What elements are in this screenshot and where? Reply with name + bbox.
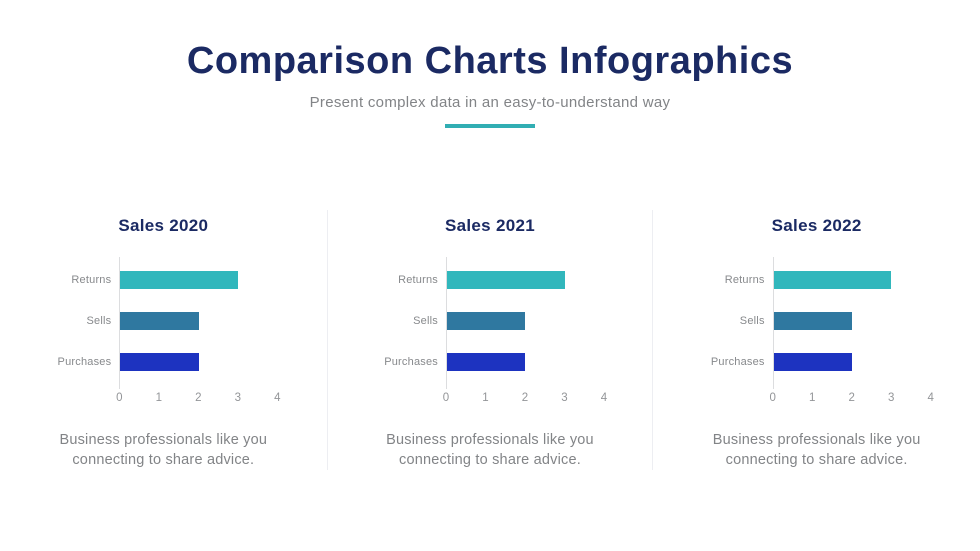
x-axis: 0 1 2 3 4 [328,389,653,407]
x-tick-label: 0 [769,391,776,404]
bar-returns [446,270,565,289]
x-tick-label: 3 [234,391,242,404]
category-labels: Returns Sells Purchases [703,257,773,389]
category-label-purchases: Purchases [710,355,765,368]
category-label-purchases: Purchases [57,355,112,368]
x-axis-ticks: 0 1 2 3 4 [769,391,934,407]
axis-spacer [49,389,119,407]
chart-panel-sales-2022: Sales 2022 Returns Sells Purchases 0 1 2 3 4 B… [653,210,980,471]
chart-title: Sales 2020 [118,215,209,235]
x-tick-label: 1 [155,391,163,404]
x-axis: 0 1 2 3 4 [653,389,980,407]
bar-chart: Returns Sells Purchases [653,256,980,389]
category-label-sells: Sells [413,314,438,327]
x-tick-label: 2 [521,391,529,404]
bar-row [120,311,277,330]
x-tick-label: 0 [442,391,450,404]
x-tick-label: 3 [561,391,568,404]
category-label-purchases: Purchases [384,355,438,368]
chart-caption: Business professionals like you connecti… [712,431,921,468]
bar-sells [446,311,526,330]
category-label-returns: Returns [71,273,112,286]
bar-row [446,270,604,289]
page-subtitle: Present complex data in an easy-to-under… [309,93,671,111]
bar-sells [773,311,853,330]
bars [772,256,931,389]
axis-spacer [376,389,446,407]
bar-purchases [773,352,853,371]
header: Comparison Charts Infographics Present c… [0,0,980,128]
chart-panel-sales-2021: Sales 2021 Returns Sells Purchases 0 1 2 3 4 B… [326,209,654,471]
x-axis: 0 1 2 3 4 [0,389,327,407]
x-tick-label: 2 [195,391,202,404]
chart-caption: Business professionals like you connecti… [59,431,268,468]
bar-row [773,311,931,330]
bar-returns [120,270,239,289]
x-tick-label: 0 [116,391,123,404]
bar-returns [773,270,892,289]
category-label-returns: Returns [398,273,438,286]
bars [445,256,604,389]
chart-caption: Business professionals like you connecti… [386,431,594,468]
category-label-sells: Sells [86,314,112,327]
x-axis-ticks: 0 1 2 3 4 [442,391,608,407]
bar-purchases [120,352,199,371]
x-tick-label: 4 [600,391,608,404]
bars [119,256,277,389]
x-tick-label: 1 [482,391,489,404]
bar-chart: Returns Sells Purchases [328,256,653,389]
category-label-returns: Returns [724,273,765,286]
page-title: Comparison Charts Infographics [186,40,794,82]
bar-row [120,352,277,371]
bar-purchases [446,352,526,371]
x-tick-label: 2 [848,391,855,404]
category-labels: Returns Sells Purchases [49,257,119,389]
bar-row [446,311,604,330]
x-tick-label: 3 [887,391,895,404]
accent-underline [445,123,535,128]
x-tick-label: 1 [808,391,816,404]
x-axis-ticks: 0 1 2 3 4 [116,391,281,407]
bar-row [446,352,604,371]
chart-title: Sales 2022 [771,215,862,235]
category-label-sells: Sells [739,314,765,327]
bar-sells [120,311,199,330]
chart-panel-sales-2020: Sales 2020 Returns Sells Purchases 0 1 2 3 4 B… [0,210,327,471]
chart-title: Sales 2021 [445,215,535,235]
bar-row [773,270,931,289]
x-tick-label: 4 [274,391,281,404]
x-tick-label: 4 [927,391,934,404]
bar-row [120,270,277,289]
axis-spacer [703,389,773,407]
bar-chart: Returns Sells Purchases [0,256,327,389]
bar-row [773,352,931,371]
category-labels: Returns Sells Purchases [376,257,446,389]
charts-row: Sales 2020 Returns Sells Purchases 0 1 2 3 4 B… [0,209,980,471]
